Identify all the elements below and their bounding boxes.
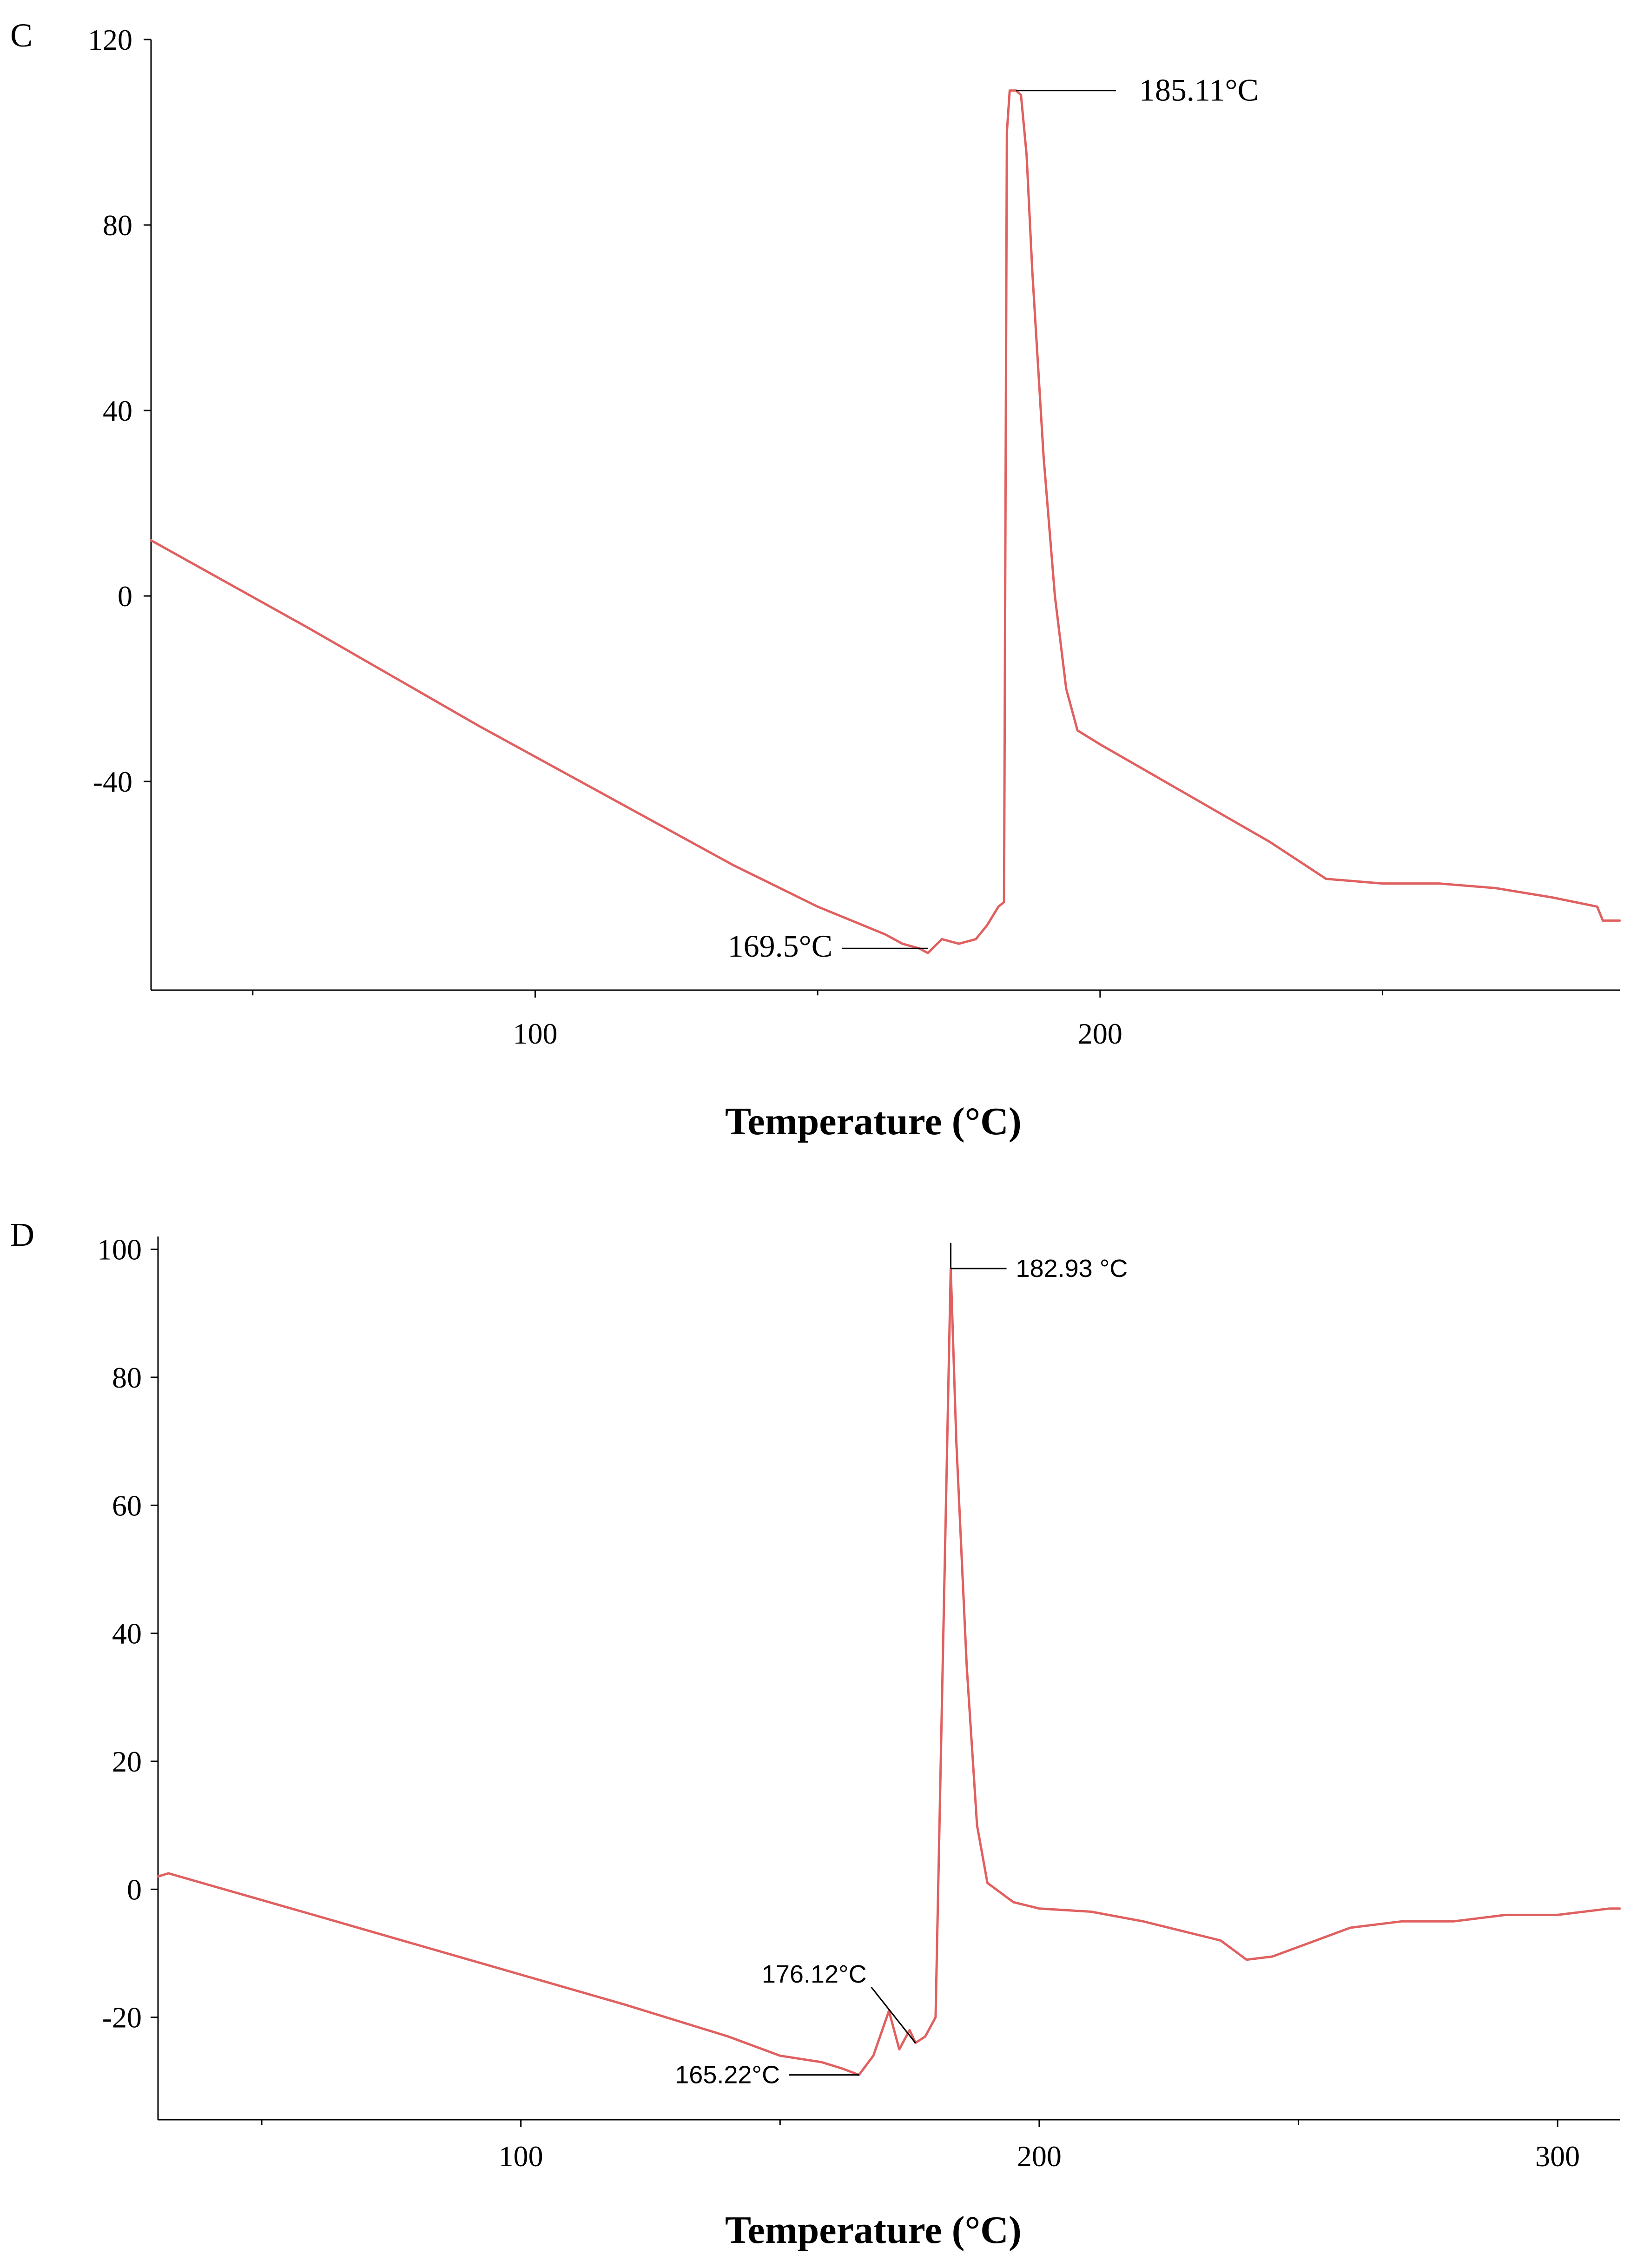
d-annotation: 176.12°C xyxy=(762,1960,916,2043)
d-x-tick-label: 300 xyxy=(1535,2140,1580,2173)
d-y-tick-label: 60 xyxy=(112,1489,142,1522)
panel-d-y-ticks: 100 80 60 40 20 0 -20 xyxy=(97,1233,158,2034)
c-y-tick-label: 80 xyxy=(103,209,132,242)
panel-d-dsc-curve xyxy=(157,1267,1621,2076)
panel-d-x-axis-title: Temperature (°C) xyxy=(725,2208,1022,2252)
panel-c-y-ticks: 120 80 40 0 -40 xyxy=(88,23,151,798)
panel-c-chart: C 120 80 40 0 -40 100 200 185.11°C 169.5°C Tem… xyxy=(10,17,1621,1143)
d-y-tick-label: 40 xyxy=(112,1617,142,1650)
d-x-tick-label: 200 xyxy=(1017,2140,1062,2173)
d-annotation-label: 176.12°C xyxy=(762,1960,867,1988)
c-annotation: 185.11°C xyxy=(1016,73,1259,108)
c-x-tick-label: 200 xyxy=(1078,1017,1122,1050)
panel-d-x-ticks: 100 200 300 xyxy=(261,2120,1580,2173)
c-x-tick-label: 100 xyxy=(513,1017,557,1050)
d-annotation: 182.93 °C xyxy=(951,1255,1128,1283)
d-annotation-label: 165.22°C xyxy=(675,2061,780,2089)
panel-c-dsc-curve xyxy=(150,89,1621,954)
c-y-tick-label: -40 xyxy=(93,765,132,798)
c-annotation-label: 169.5°C xyxy=(728,928,833,964)
c-y-tick-label: 40 xyxy=(103,394,132,427)
panel-c-annotations: 185.11°C 169.5°C xyxy=(728,73,1259,964)
d-y-tick-label: -20 xyxy=(102,2001,142,2034)
panel-c-x-axis-title: Temperature (°C) xyxy=(725,1100,1022,1143)
d-y-tick-label: 0 xyxy=(127,1873,142,1906)
d-x-tick-label: 100 xyxy=(499,2140,543,2173)
panel-c-x-ticks: 100 200 xyxy=(252,990,1384,1050)
c-y-tick-label: 120 xyxy=(88,23,132,56)
c-annotation-label: 185.11°C xyxy=(1139,73,1259,108)
panel-d-label: D xyxy=(10,1216,34,1253)
d-annotation-label: 182.93 °C xyxy=(1016,1255,1128,1283)
panel-d-annotations: 182.93 °C 176.12°C 165.22°C xyxy=(675,1243,1128,2089)
c-annotation: 169.5°C xyxy=(728,928,928,964)
d-y-tick-label: 20 xyxy=(112,1745,142,1778)
c-y-tick-label: 0 xyxy=(118,580,132,613)
d-y-tick-label: 100 xyxy=(97,1233,142,1266)
d-y-tick-label: 80 xyxy=(112,1361,142,1394)
panel-c-label: C xyxy=(10,17,33,54)
d-annotation: 165.22°C xyxy=(675,2061,859,2089)
